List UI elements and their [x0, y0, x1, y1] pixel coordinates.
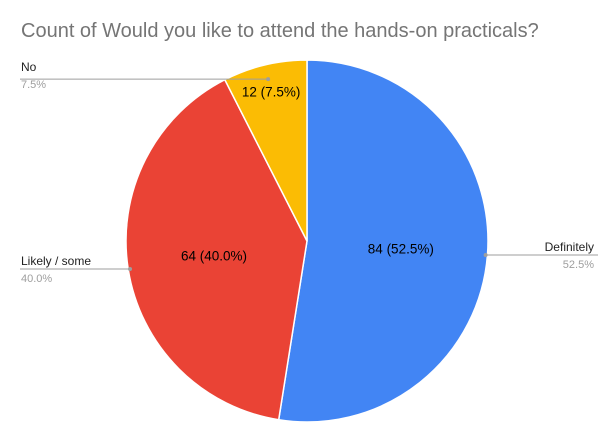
- callout-name-likely-some: Likely / some: [21, 254, 91, 268]
- callout-name-definitely: Definitely: [545, 240, 594, 254]
- callout-percent-likely-some: 40.0%: [21, 273, 52, 285]
- slice-value-label-no: 12 (7.5%): [242, 84, 301, 99]
- callout-percent-no: 7.5%: [21, 79, 46, 91]
- pie-slice-no: [223, 59, 308, 242]
- callout-percent-definitely: 52.5%: [563, 259, 594, 271]
- callout-name-no: No: [21, 60, 37, 74]
- chart-title: Count of Would you like to attend the ha…: [21, 20, 539, 42]
- slice-value-label-definitely: 84 (52.5%): [368, 241, 434, 256]
- slice-value-label-likely-some: 64 (40.0%): [181, 249, 247, 264]
